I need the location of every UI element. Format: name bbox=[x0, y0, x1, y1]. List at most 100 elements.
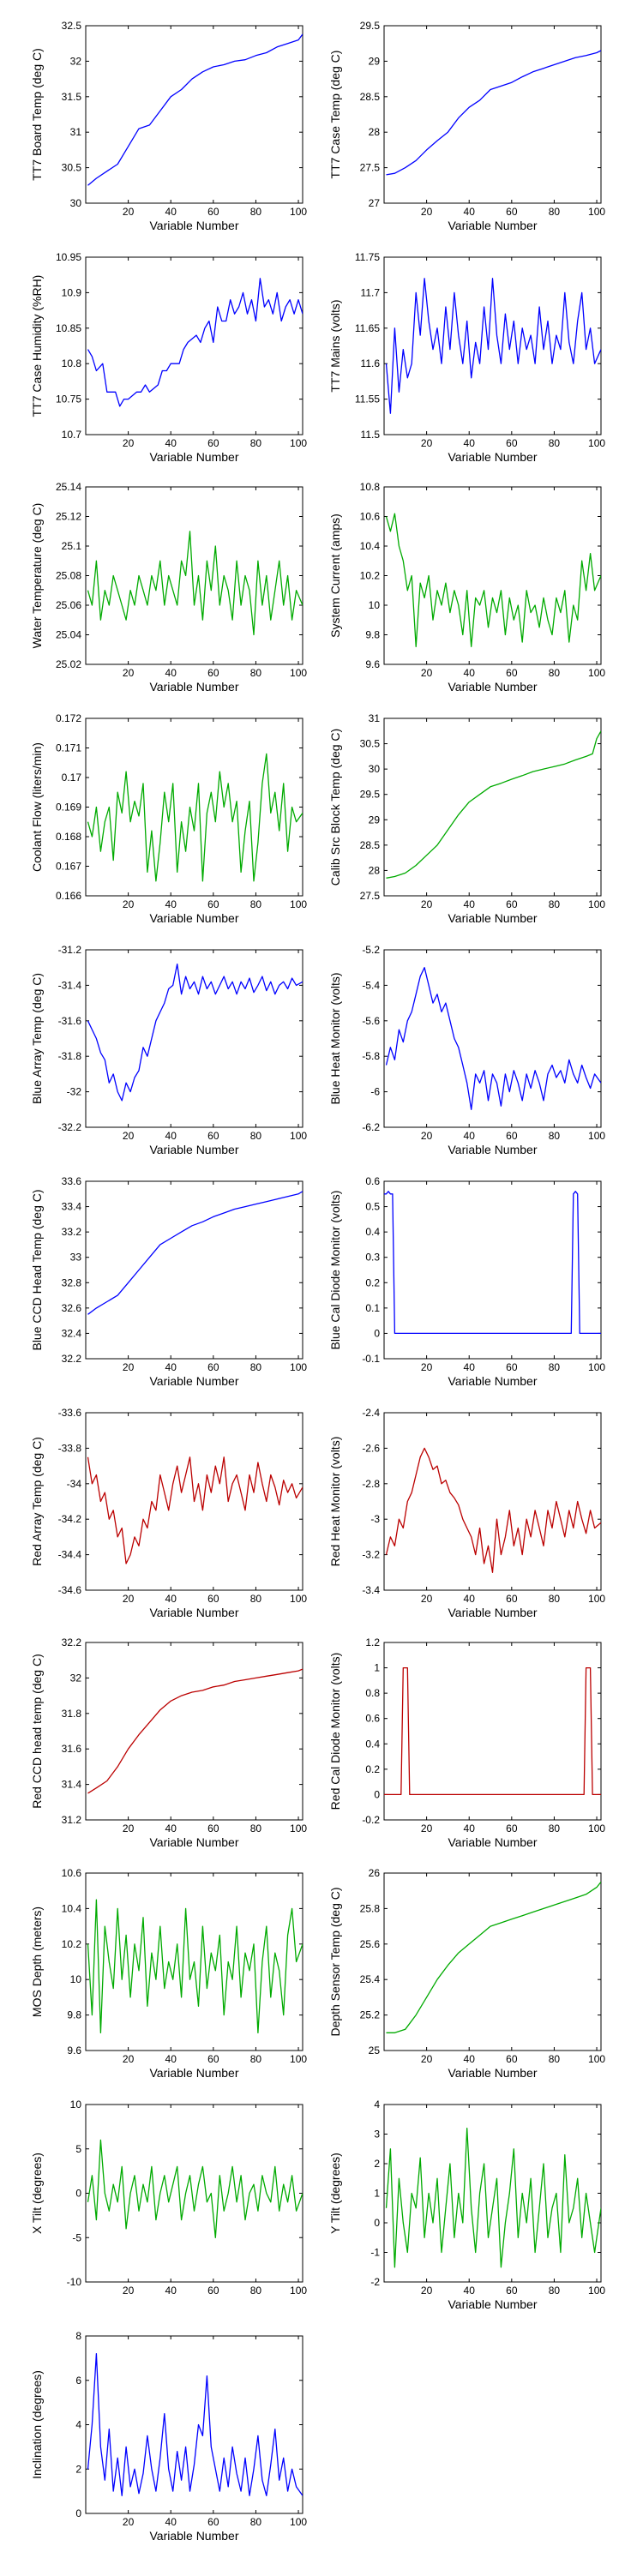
y-tick-label: -0.1 bbox=[362, 1353, 380, 1365]
y-tick-label: -5.6 bbox=[362, 1015, 380, 1027]
y-axis-label: Calib Src Block Temp (deg C) bbox=[328, 729, 342, 886]
x-tick-label: 80 bbox=[549, 2053, 561, 2065]
x-tick-label: 60 bbox=[506, 1822, 518, 1834]
y-tick-label: -32 bbox=[67, 1086, 82, 1098]
x-tick-label: 60 bbox=[207, 1130, 219, 1142]
x-tick-label: 20 bbox=[421, 1593, 433, 1605]
y-tick-label: 4 bbox=[75, 2419, 81, 2431]
x-tick-label: 20 bbox=[123, 898, 135, 910]
x-axis-label: Variable Number bbox=[149, 219, 238, 232]
y-tick-label: -33.6 bbox=[58, 1407, 82, 1419]
x-tick-label: 60 bbox=[207, 437, 219, 449]
y-tick-label: 29.5 bbox=[360, 20, 381, 32]
x-tick-label: 40 bbox=[165, 1593, 177, 1605]
y-tick-label: 0.4 bbox=[365, 1226, 380, 1238]
data-series-line bbox=[385, 2127, 601, 2268]
y-tick-label: 0.6 bbox=[365, 1713, 380, 1725]
y-axis-label: Red Heat Monitor (volts) bbox=[328, 1437, 342, 1567]
axes-frame bbox=[383, 949, 602, 1128]
y-tick-label: 3 bbox=[374, 2129, 380, 2141]
axes-frame bbox=[85, 949, 303, 1128]
y-tick-label: 32 bbox=[70, 1672, 82, 1684]
x-tick-label: 60 bbox=[506, 1593, 518, 1605]
x-tick-label: 80 bbox=[549, 1361, 561, 1373]
y-tick-label: 30 bbox=[70, 197, 82, 209]
chart-panel-21: 20 40 60 80 100 0 2 4 6 8 Variable Number Inclinati… bbox=[30, 2330, 307, 2543]
y-tick-label: 33.6 bbox=[62, 1175, 82, 1187]
y-tick-label: 32 bbox=[70, 55, 82, 67]
chart-panel-8: 20 40 60 80 100 27.5 28 28.5 29 29.5 30 30.5 31 Varia… bbox=[328, 712, 605, 925]
y-axis-label: Y Tilt (degrees) bbox=[328, 2153, 342, 2234]
x-tick-label: 100 bbox=[290, 1593, 307, 1605]
y-tick-label: -2 bbox=[370, 2276, 380, 2288]
x-tick-label: 60 bbox=[207, 206, 219, 218]
axes-frame bbox=[85, 1412, 303, 1591]
y-axis-label: Coolant Flow (liters/min) bbox=[30, 742, 44, 872]
y-tick-label: -3.4 bbox=[362, 1584, 380, 1596]
x-axis-label: Variable Number bbox=[149, 2066, 238, 2080]
axes-frame bbox=[383, 2104, 602, 2283]
y-axis-label: Blue Array Temp (deg C) bbox=[30, 973, 44, 1104]
y-axis-label: Depth Sensor Temp (deg C) bbox=[328, 1887, 342, 2036]
chart-panel-12: 20 40 60 80 100 -0.1 0 0.1 0.2 0.3 0.4 0.5 0.6 Variab… bbox=[328, 1175, 605, 1388]
x-tick-label: 100 bbox=[290, 898, 307, 910]
x-tick-label: 80 bbox=[250, 898, 262, 910]
y-tick-label: 0 bbox=[374, 1788, 380, 1800]
x-tick-label: 40 bbox=[165, 437, 177, 449]
y-tick-label: 0.172 bbox=[56, 712, 81, 724]
y-axis-label: Water Temperature (deg C) bbox=[30, 503, 44, 649]
y-tick-label: 10 bbox=[369, 599, 381, 611]
x-axis-label: Variable Number bbox=[448, 1374, 537, 1388]
y-tick-label: 30.5 bbox=[360, 738, 381, 750]
y-tick-label: 0.168 bbox=[56, 831, 81, 843]
x-axis-label: Variable Number bbox=[149, 1606, 238, 1619]
data-series-line bbox=[384, 1666, 601, 1796]
y-axis-label: TT7 Case Temp (deg C) bbox=[328, 51, 342, 179]
data-series-line bbox=[87, 531, 303, 636]
data-series-line bbox=[87, 1899, 303, 2033]
axes-frame bbox=[85, 25, 303, 204]
y-tick-label: -1 bbox=[370, 2247, 380, 2259]
y-tick-label: 32.2 bbox=[62, 1353, 82, 1365]
chart-panel-20: 20 40 60 80 100 -2 -1 0 1 2 3 4 Variable Number Y Til… bbox=[328, 2099, 605, 2311]
x-tick-label: 20 bbox=[421, 667, 433, 679]
data-series-line bbox=[87, 33, 303, 186]
x-tick-label: 100 bbox=[588, 898, 605, 910]
y-tick-label: 32.5 bbox=[62, 20, 82, 32]
y-tick-label: 9.8 bbox=[67, 2009, 81, 2021]
y-tick-label: 0 bbox=[374, 2217, 380, 2229]
y-tick-label: 29.5 bbox=[360, 789, 381, 801]
y-tick-label: 0.6 bbox=[365, 1175, 380, 1187]
y-tick-label: 10.7 bbox=[62, 429, 82, 441]
x-tick-label: 20 bbox=[123, 2285, 135, 2297]
y-tick-label: 31.8 bbox=[62, 1708, 82, 1720]
x-tick-label: 40 bbox=[165, 1130, 177, 1142]
y-tick-label: -2.4 bbox=[362, 1407, 380, 1419]
data-series-line bbox=[384, 1191, 601, 1335]
y-tick-label: 5 bbox=[75, 2143, 81, 2155]
axes-frame bbox=[85, 1642, 303, 1821]
y-tick-label: 25.02 bbox=[56, 658, 81, 670]
y-axis-label: Red Array Temp (deg C) bbox=[30, 1437, 44, 1566]
x-tick-label: 40 bbox=[165, 1822, 177, 1834]
y-tick-label: 31.6 bbox=[62, 1743, 82, 1755]
y-tick-label: 0.8 bbox=[365, 1687, 380, 1699]
x-axis-label: Variable Number bbox=[448, 1835, 537, 1849]
axes-frame bbox=[85, 2335, 303, 2514]
y-tick-label: 11.65 bbox=[355, 322, 380, 334]
y-axis-label: Inclination (degrees) bbox=[30, 2370, 44, 2479]
x-tick-label: 40 bbox=[464, 2285, 476, 2297]
y-tick-label: 0 bbox=[75, 2188, 81, 2200]
y-tick-label: 8 bbox=[75, 2330, 81, 2342]
x-tick-label: 60 bbox=[506, 437, 518, 449]
y-tick-label: -3.2 bbox=[362, 1549, 380, 1561]
x-tick-label: 80 bbox=[250, 1361, 262, 1373]
y-tick-label: 0.2 bbox=[365, 1276, 380, 1288]
x-tick-label: 40 bbox=[165, 206, 177, 218]
y-axis-label: MOS Depth (meters) bbox=[30, 1906, 44, 2017]
y-tick-label: 25.06 bbox=[56, 599, 81, 611]
data-series-line bbox=[87, 1191, 303, 1315]
x-tick-label: 20 bbox=[123, 1822, 135, 1834]
y-tick-label: 25.2 bbox=[360, 2009, 381, 2021]
